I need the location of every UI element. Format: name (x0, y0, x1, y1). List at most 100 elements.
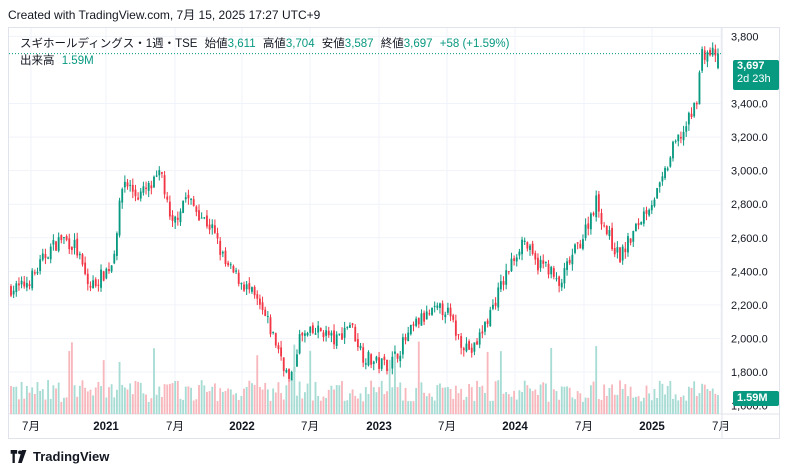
candle-body (147, 182, 150, 191)
volume-bar (341, 381, 343, 414)
volume-bar (301, 398, 304, 414)
candle-body (507, 271, 510, 273)
candle-body (123, 181, 126, 188)
candle-body (619, 247, 621, 263)
volume-bar (637, 396, 640, 414)
candle-body (409, 324, 412, 335)
candle-body (515, 257, 518, 262)
volume-bar (693, 381, 696, 414)
last-volume-tag: 1.59M (733, 391, 779, 406)
volume-bar (513, 390, 516, 414)
volume-bar (18, 399, 20, 414)
candle-body (31, 270, 34, 289)
candle-body (476, 341, 478, 345)
candle-body (666, 168, 669, 171)
volume-bar (563, 386, 566, 414)
volume-bar (306, 383, 309, 414)
legend-close: 3,697 (403, 38, 433, 50)
volume-bar (462, 399, 465, 414)
candle-body (695, 102, 698, 105)
candle-body (245, 284, 248, 290)
candle-body (55, 241, 57, 251)
tradingview-brand[interactable]: TradingView (10, 449, 109, 464)
candle-body (89, 285, 92, 288)
candle-body (595, 195, 598, 218)
volume-bar (698, 393, 701, 414)
candle-body (349, 324, 351, 328)
volume-bar (49, 398, 52, 414)
candle-body (653, 199, 656, 207)
candle-body (486, 320, 489, 324)
volume-bar (211, 386, 214, 414)
volume-bar (333, 389, 335, 414)
candle-body (497, 287, 500, 308)
candle-body (163, 175, 166, 195)
volume-bar (446, 386, 449, 414)
candle-body (642, 211, 645, 224)
volume-bar (269, 400, 272, 414)
volume-bar (92, 395, 95, 414)
volume-bar (182, 399, 185, 414)
price-chart[interactable]: 1,600.01,800.02,000.02,200.02,400.02,600… (9, 28, 779, 438)
volume-bar (664, 394, 666, 414)
candle-body (253, 286, 256, 296)
candle-body (603, 225, 606, 227)
volume-bar (592, 381, 595, 414)
volume-bar (674, 394, 677, 414)
volume-bar (542, 382, 545, 414)
y-tick-label: 2,800.0 (731, 199, 768, 211)
volume-bar (415, 387, 418, 414)
candle-body (576, 242, 579, 244)
candle-body (108, 269, 110, 272)
volume-bar (677, 400, 680, 414)
volume-bar (544, 383, 547, 414)
volume-bar (100, 386, 102, 414)
chart-frame[interactable]: 1,600.0 1,800.0 2,000.0 2,200.0 2,400.0 2,600… (8, 27, 780, 439)
candle-body (211, 224, 214, 229)
y-tick-label: 3,400.0 (731, 99, 768, 111)
candle-body (359, 345, 362, 349)
volume-bar (248, 380, 251, 414)
candle-body (81, 254, 84, 265)
volume-bar (258, 387, 261, 414)
volume-bar (388, 359, 391, 414)
candle-body (97, 284, 100, 286)
candle-body (415, 318, 418, 326)
volume-bar (219, 388, 222, 414)
volume-bar (137, 381, 140, 414)
candle-body (63, 237, 65, 239)
candle-body (446, 307, 449, 313)
candle-body (489, 309, 492, 327)
candle-body (261, 302, 264, 311)
volume-bar (251, 383, 253, 414)
candle-body (41, 253, 44, 260)
candle-body (383, 356, 386, 361)
volume-bar (433, 400, 436, 414)
candle-body (47, 257, 49, 259)
volume-bar (41, 389, 44, 414)
candle-body (627, 236, 629, 253)
volume-bar (97, 381, 100, 414)
volume-bar (105, 397, 108, 414)
volume-bar (84, 387, 87, 414)
candle-body (420, 313, 423, 326)
volume-bar (428, 393, 431, 414)
candle-body (266, 316, 269, 318)
candle-body (645, 210, 648, 214)
legend-low: 3,587 (344, 38, 374, 50)
volume-bar (264, 383, 267, 414)
candle-body (502, 281, 505, 285)
y-tick-label: 3,800 (731, 31, 759, 43)
candle-body (529, 245, 531, 251)
candle-body (240, 283, 243, 285)
volume-bar (468, 383, 471, 414)
candle-body (126, 182, 129, 187)
candle-body (36, 271, 39, 274)
volume-bar (672, 398, 674, 414)
candle-body (73, 239, 76, 249)
legend-open: 3,611 (227, 38, 256, 50)
candle-body (367, 351, 370, 366)
candle-body (15, 283, 18, 293)
volume-bar (261, 389, 264, 414)
x-tick-label: 2021 (93, 421, 119, 433)
